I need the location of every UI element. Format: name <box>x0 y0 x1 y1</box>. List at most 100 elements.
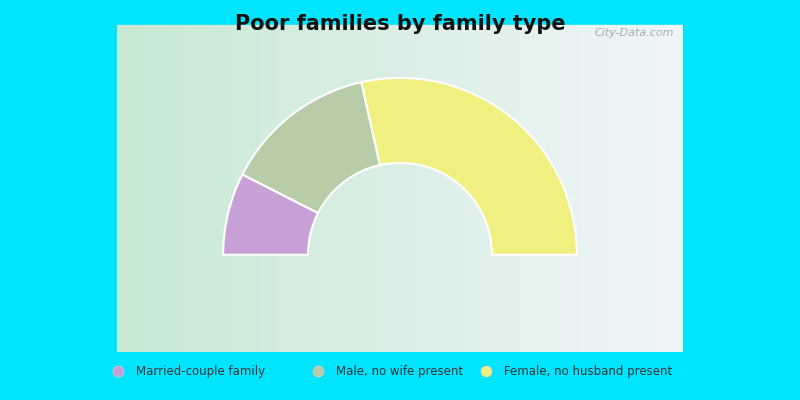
Bar <box>366 25 369 352</box>
Bar <box>612 25 615 352</box>
Bar <box>434 25 437 352</box>
Bar <box>298 25 301 352</box>
Bar <box>586 25 590 352</box>
Bar <box>120 25 122 352</box>
Bar <box>326 25 330 352</box>
Bar <box>479 25 482 352</box>
Bar <box>253 25 256 352</box>
Bar <box>363 25 366 352</box>
Bar <box>128 25 131 352</box>
Bar <box>389 25 391 352</box>
Bar <box>485 25 488 352</box>
Bar <box>341 25 343 352</box>
Bar <box>188 25 190 352</box>
Bar <box>414 25 417 352</box>
Bar <box>499 25 502 352</box>
Bar <box>131 25 134 352</box>
Bar <box>431 25 434 352</box>
Bar <box>666 25 669 352</box>
Bar <box>242 25 244 352</box>
Bar <box>324 25 326 352</box>
Bar <box>310 25 312 352</box>
Bar <box>219 25 222 352</box>
Bar <box>194 25 196 352</box>
Bar <box>626 25 629 352</box>
Bar <box>672 25 674 352</box>
Bar <box>179 25 182 352</box>
Bar <box>488 25 490 352</box>
Bar <box>457 25 459 352</box>
Bar <box>542 25 544 352</box>
Bar <box>660 25 663 352</box>
Bar <box>148 25 151 352</box>
Bar <box>358 25 360 352</box>
Bar <box>205 25 207 352</box>
Bar <box>538 25 542 352</box>
Bar <box>564 25 567 352</box>
Wedge shape <box>223 174 318 255</box>
Bar <box>601 25 604 352</box>
Bar <box>264 25 267 352</box>
Bar <box>595 25 598 352</box>
Bar <box>199 25 202 352</box>
Bar <box>174 25 177 352</box>
Bar <box>409 25 411 352</box>
Bar <box>304 25 306 352</box>
Bar <box>270 25 273 352</box>
Bar <box>159 25 162 352</box>
Bar <box>151 25 154 352</box>
Bar <box>638 25 641 352</box>
Bar <box>301 25 304 352</box>
Bar <box>284 25 287 352</box>
Bar <box>573 25 575 352</box>
Bar <box>454 25 457 352</box>
Bar <box>437 25 440 352</box>
Bar <box>140 25 142 352</box>
Bar <box>635 25 638 352</box>
Bar <box>465 25 468 352</box>
Text: Married-couple family: Married-couple family <box>136 365 265 378</box>
Bar <box>476 25 479 352</box>
Bar <box>332 25 335 352</box>
Bar <box>278 25 281 352</box>
Text: Male, no wife present: Male, no wife present <box>336 365 463 378</box>
Bar <box>536 25 538 352</box>
Bar <box>674 25 678 352</box>
Bar <box>372 25 374 352</box>
Bar <box>496 25 499 352</box>
Bar <box>411 25 414 352</box>
Bar <box>171 25 174 352</box>
Bar <box>295 25 298 352</box>
Bar <box>162 25 165 352</box>
Bar <box>315 25 318 352</box>
Bar <box>330 25 332 352</box>
Bar <box>547 25 550 352</box>
Bar <box>581 25 584 352</box>
Bar <box>202 25 205 352</box>
Bar <box>287 25 290 352</box>
Bar <box>236 25 238 352</box>
Bar <box>618 25 621 352</box>
Bar <box>233 25 236 352</box>
Bar <box>584 25 586 352</box>
Bar <box>196 25 199 352</box>
Bar <box>451 25 454 352</box>
Bar <box>207 25 210 352</box>
Bar <box>374 25 378 352</box>
Bar <box>654 25 658 352</box>
Bar <box>533 25 536 352</box>
Bar <box>354 25 358 352</box>
Bar <box>646 25 649 352</box>
Bar <box>678 25 680 352</box>
Bar <box>250 25 253 352</box>
Bar <box>474 25 476 352</box>
Bar <box>510 25 513 352</box>
Bar <box>422 25 426 352</box>
Bar <box>428 25 431 352</box>
Bar <box>380 25 383 352</box>
Bar <box>621 25 623 352</box>
Bar <box>462 25 465 352</box>
Bar <box>210 25 214 352</box>
Bar <box>516 25 519 352</box>
Bar <box>400 25 403 352</box>
